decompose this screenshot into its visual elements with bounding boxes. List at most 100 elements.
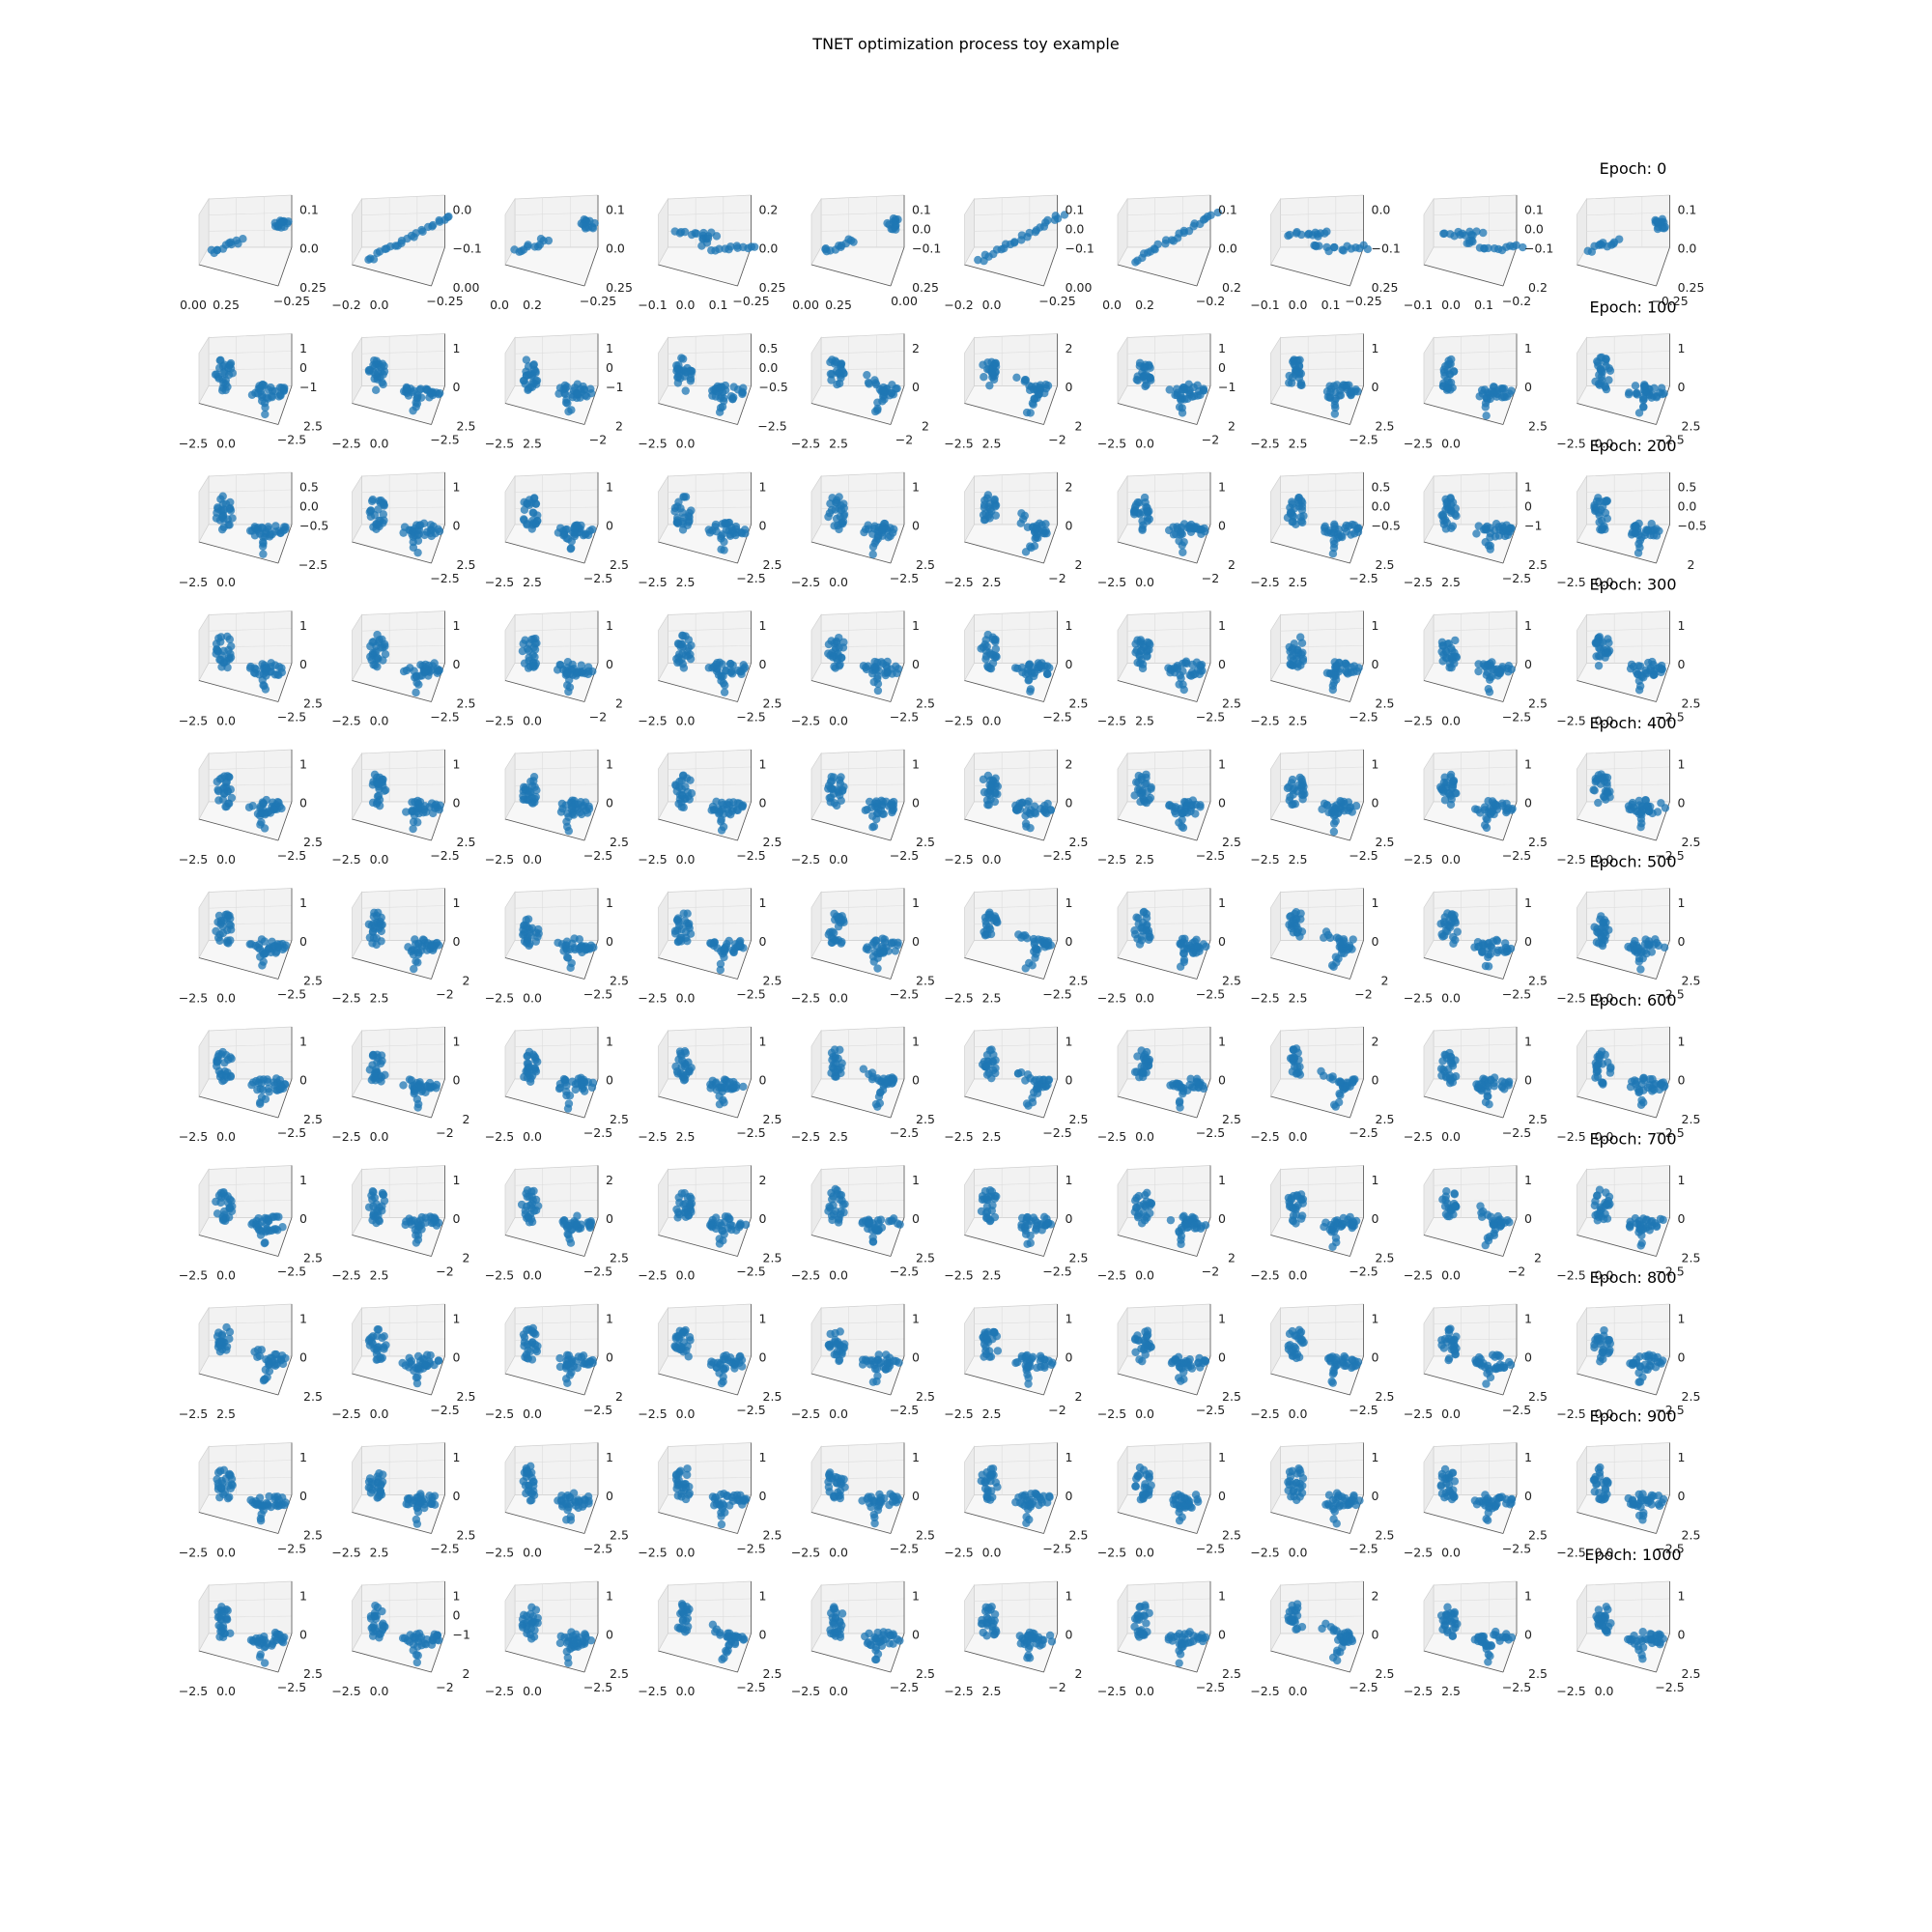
scatter-point bbox=[1295, 773, 1304, 782]
scatter-point bbox=[1299, 782, 1308, 791]
z-tick-label: 1 bbox=[1678, 1035, 1686, 1049]
scatter-point bbox=[705, 528, 715, 537]
scatter-point bbox=[1592, 639, 1602, 647]
scatter-point bbox=[518, 646, 527, 656]
scatter-point bbox=[588, 224, 598, 233]
x-tick-label: −0.2 bbox=[944, 298, 973, 312]
scatter-point bbox=[868, 542, 878, 552]
scatter-point bbox=[1024, 1101, 1033, 1110]
scatter-point bbox=[212, 1197, 220, 1207]
scatter-point bbox=[1140, 493, 1150, 502]
scatter-point bbox=[1330, 663, 1340, 672]
z-tick-label: 1 bbox=[912, 895, 920, 910]
x-tick-label: −2.5 bbox=[1404, 991, 1433, 1006]
scatter-point bbox=[526, 777, 535, 786]
x-tick-label: 2.5 bbox=[676, 575, 696, 589]
scatter-point bbox=[721, 518, 729, 527]
grid-line bbox=[1126, 489, 1211, 493]
z-tick-label: 0 bbox=[912, 657, 920, 671]
scatter-point bbox=[1039, 807, 1049, 815]
y-tick-label: −0.25 bbox=[732, 294, 769, 308]
y-tick-label: −2.5 bbox=[1655, 433, 1684, 447]
scatter-point bbox=[1614, 235, 1624, 243]
scatter-point bbox=[826, 798, 835, 807]
subplot-2-3: 10−2.5 2.52.5−2.5 bbox=[638, 471, 781, 589]
scatter-point bbox=[585, 216, 594, 225]
scatter-point bbox=[1188, 660, 1197, 669]
x-tick-label: 0.0 bbox=[370, 437, 389, 451]
x-tick-label: −2.5 bbox=[179, 575, 208, 589]
scatter-point bbox=[1285, 230, 1294, 240]
z-tick-label: 1 bbox=[1218, 1035, 1226, 1049]
scatter-point bbox=[1296, 381, 1305, 389]
y-tick-label: −2.5 bbox=[736, 571, 765, 585]
scatter-point bbox=[710, 385, 719, 394]
scatter-point bbox=[990, 912, 1000, 921]
scatter-point bbox=[862, 665, 871, 674]
scatter-point bbox=[1135, 498, 1144, 507]
scatter-point bbox=[1022, 408, 1032, 417]
subplot-2-8: 10−1−2.5 2.52.5−2.5 bbox=[1404, 471, 1548, 589]
y-tick-label: −2.5 bbox=[430, 571, 459, 585]
scatter-point bbox=[1322, 227, 1331, 236]
scatter-point bbox=[568, 392, 578, 402]
y-tick-label: −2.5 bbox=[1349, 710, 1378, 724]
scatter-point bbox=[1322, 801, 1332, 810]
y-tick-label: −2 bbox=[436, 987, 453, 1002]
subplot-4-4: 10−2.5 0.02.5−2.5 bbox=[791, 749, 935, 867]
grid-line bbox=[361, 628, 445, 632]
z-tick-label: 0 bbox=[299, 1073, 307, 1088]
scatter-point bbox=[824, 930, 833, 939]
y-tick-label: 2.5 bbox=[1376, 419, 1395, 434]
scatter-point bbox=[982, 1050, 992, 1060]
scatter-point bbox=[220, 1192, 230, 1201]
scatter-point bbox=[564, 687, 573, 696]
grid-line bbox=[974, 351, 1058, 355]
x-tick-label: −0.1 bbox=[1250, 298, 1279, 312]
scatter-point bbox=[215, 936, 224, 946]
y-tick-label: 0.00 bbox=[891, 294, 918, 308]
x-axis-line bbox=[1423, 403, 1504, 425]
scatter-point bbox=[678, 526, 688, 534]
scatter-point bbox=[213, 645, 221, 654]
scatter-point bbox=[228, 514, 237, 523]
scatter-point bbox=[232, 236, 241, 245]
scatter-point bbox=[525, 639, 534, 648]
z-tick-label: 0 bbox=[1372, 380, 1379, 394]
floor-pane bbox=[198, 1217, 293, 1257]
scatter-point bbox=[1445, 915, 1454, 924]
x-tick-label: −2.5 bbox=[791, 852, 820, 867]
x-tick-label: 0.0 bbox=[490, 298, 509, 312]
scatter-point bbox=[1660, 943, 1669, 952]
scatter-point bbox=[680, 372, 690, 381]
scatter-point bbox=[413, 548, 422, 557]
subplot-2-6: 10−2.5 0.02−2 bbox=[1097, 471, 1236, 589]
y-tick-label: 2.5 bbox=[1069, 696, 1089, 711]
scatter-point bbox=[429, 809, 438, 818]
scatter-point bbox=[524, 915, 533, 923]
x-tick-label: −2.5 bbox=[179, 437, 208, 451]
scatter-point bbox=[429, 522, 438, 531]
y-tick-label: −2.5 bbox=[1502, 848, 1531, 863]
subplot-4-9: 10−2.5 0.02.5−2.5 bbox=[1556, 749, 1700, 867]
scatter-point bbox=[213, 504, 222, 513]
scatter-point bbox=[1331, 403, 1340, 412]
x-tick-label: 0.0 bbox=[216, 714, 236, 728]
scatter-point bbox=[260, 824, 270, 833]
scatter-point bbox=[369, 523, 378, 531]
z-tick-label: 1 bbox=[759, 618, 767, 633]
floor-pane bbox=[1269, 246, 1364, 287]
scatter-point bbox=[1195, 1080, 1205, 1089]
scatter-point bbox=[1344, 806, 1353, 815]
x-tick-label: 0.0 bbox=[829, 852, 848, 867]
scatter-point bbox=[1180, 934, 1189, 943]
scatter-point bbox=[991, 1064, 1000, 1072]
x-tick-label: 0.0 bbox=[1441, 714, 1461, 728]
x-axis-line bbox=[658, 680, 738, 702]
x-axis-line bbox=[964, 403, 1044, 425]
scatter-point bbox=[227, 1207, 237, 1216]
scatter-point bbox=[1025, 228, 1034, 238]
z-tick-label: 0.0 bbox=[912, 222, 931, 237]
scatter-point bbox=[983, 491, 993, 499]
y-tick-label: 2.5 bbox=[1682, 1112, 1701, 1126]
